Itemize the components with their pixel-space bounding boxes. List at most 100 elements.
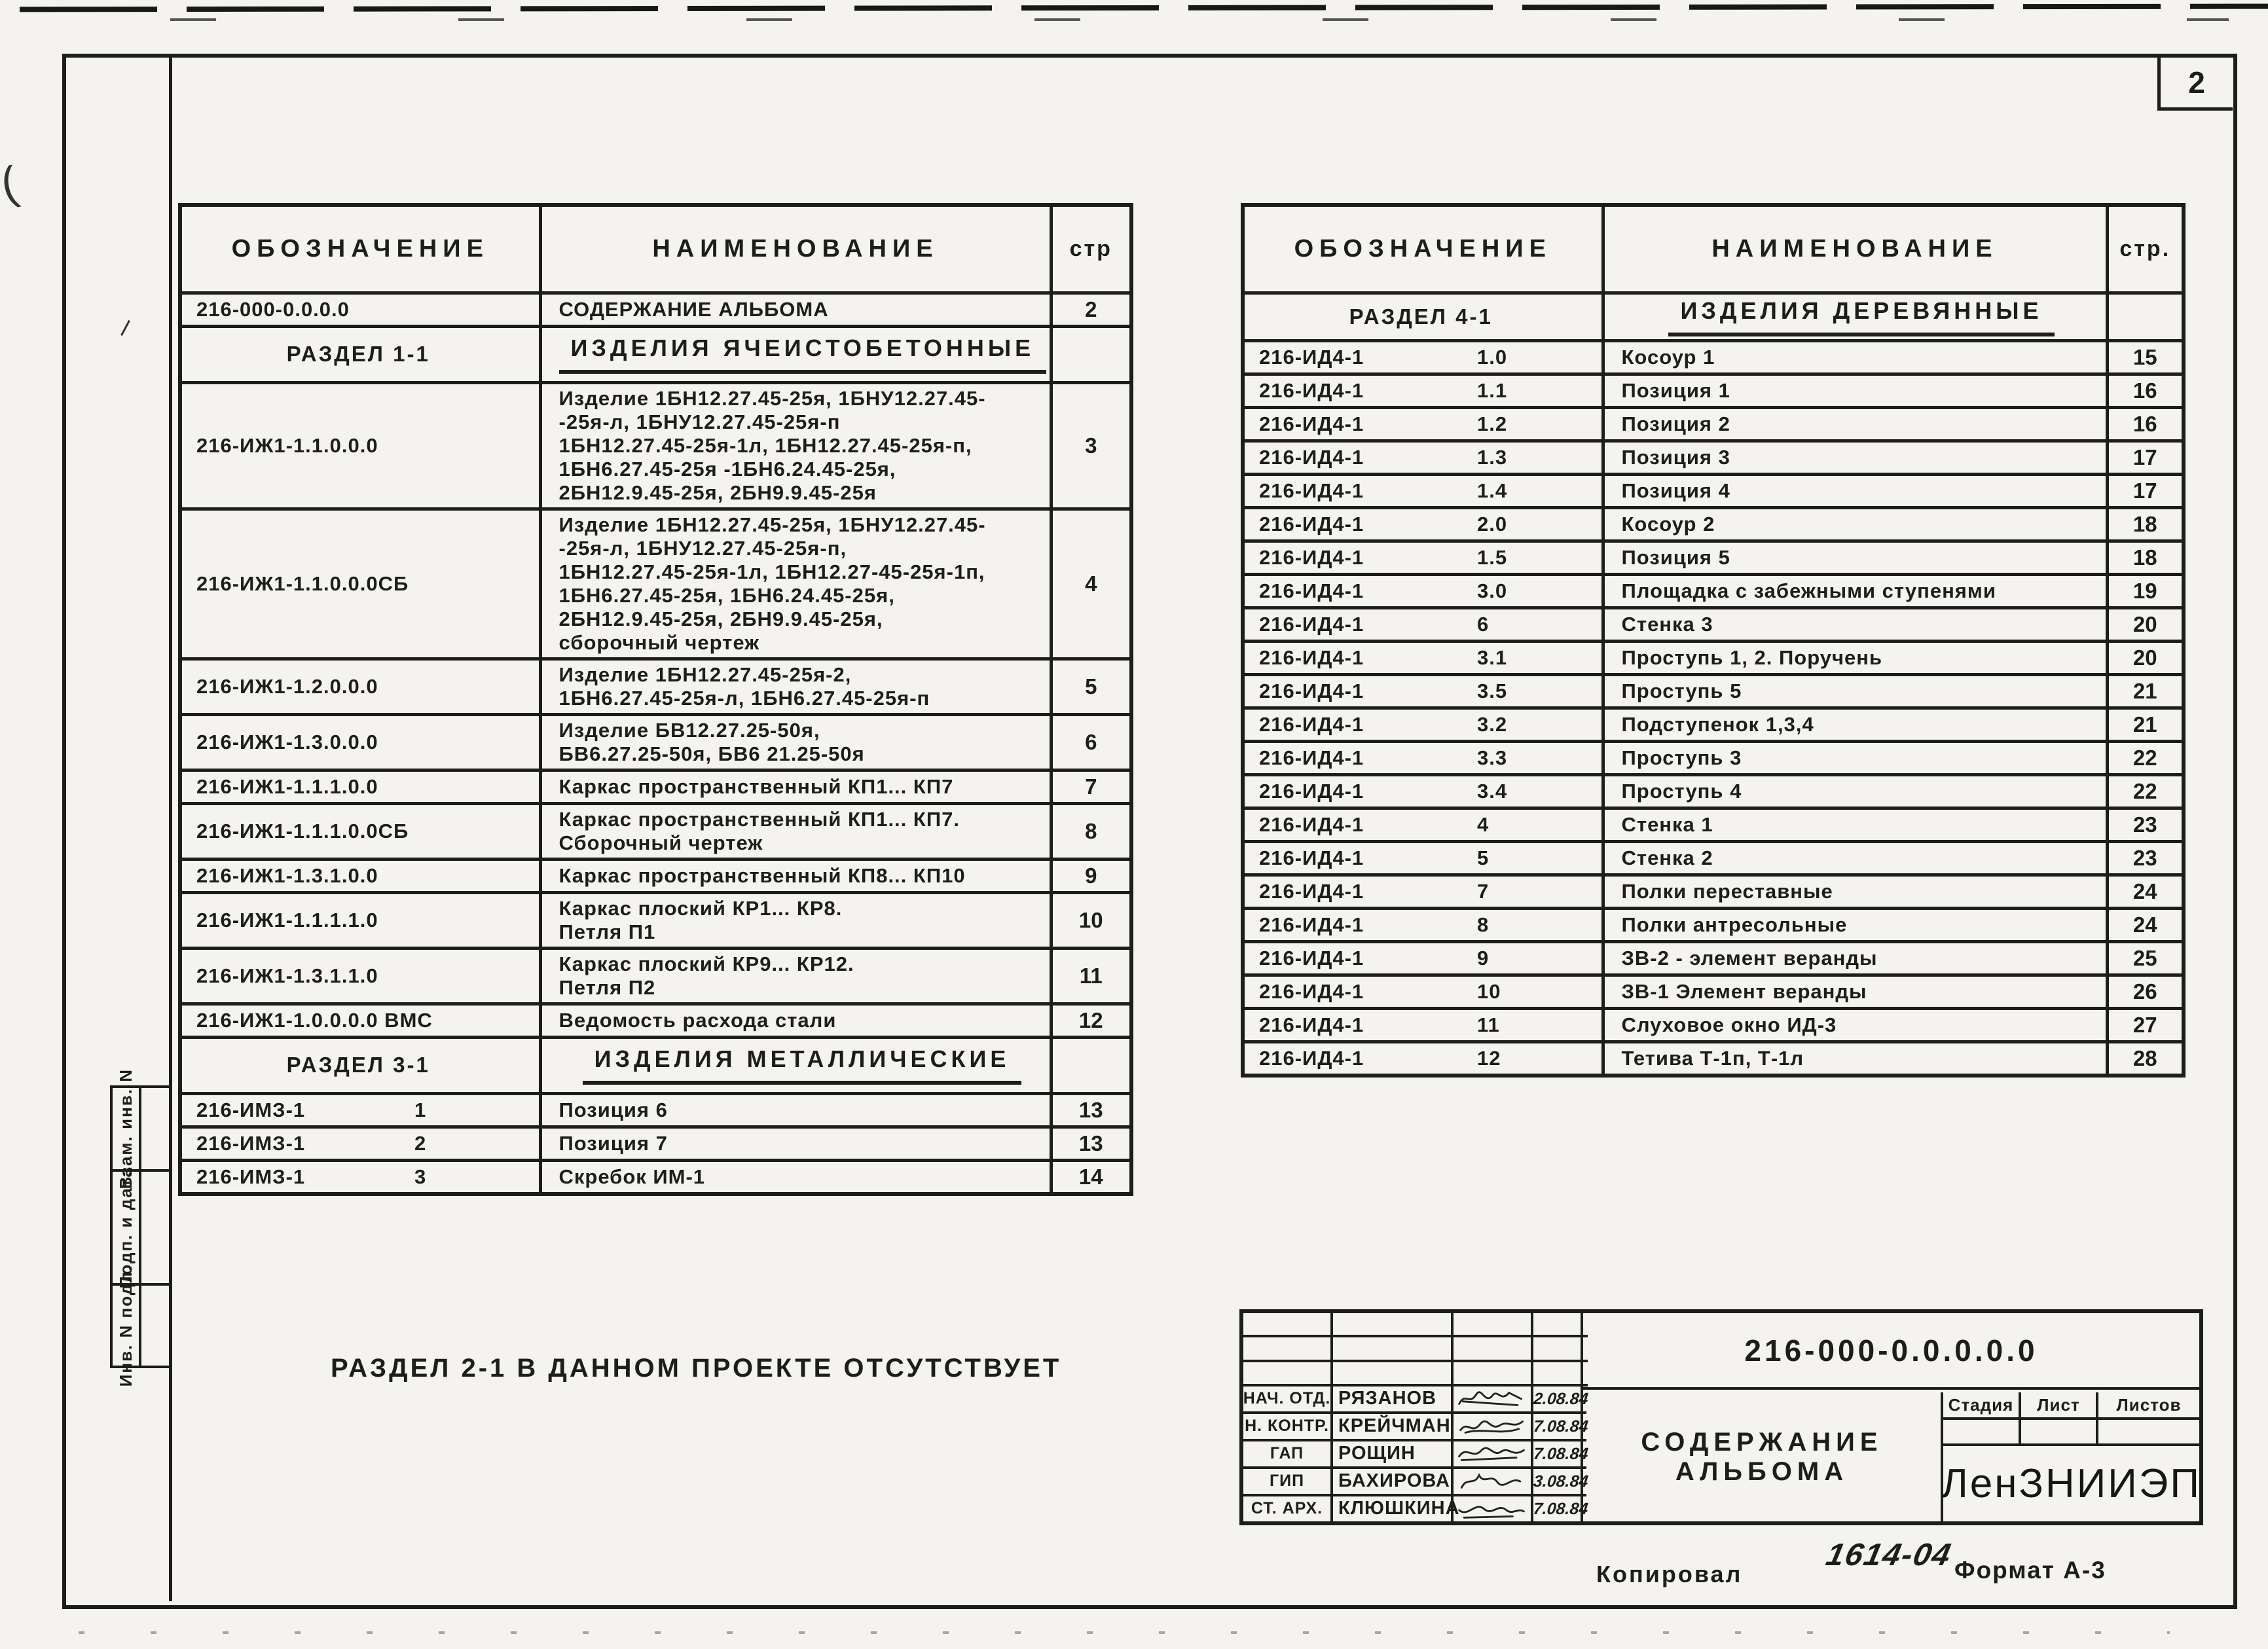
sheet-number-box: 2 — [2157, 58, 2233, 111]
item-code: 216-ИД4-1 — [1259, 846, 1364, 869]
frame-margin-divider — [169, 54, 172, 1601]
item-name: Проступь 4 — [1621, 779, 1742, 803]
page-ref: 3 — [1085, 433, 1097, 458]
section-code: РАЗДЕЛ 4-1 — [1349, 304, 1493, 329]
name-cell: Каркас пространственный КП1... КП7 — [538, 768, 1053, 805]
designation-cell: 216-ИМЗ-1 3 — [178, 1158, 542, 1195]
staff-name: РЯЗАНОВ — [1333, 1386, 1454, 1414]
name-cell: Позиция 5 — [1601, 539, 2109, 576]
page-ref: 27 — [2132, 1012, 2157, 1037]
table-body: 216-000-0.0.0.0 СОДЕРЖАНИЕ АЛЬБОМА 2 РАЗДЕЛ… — [178, 291, 1133, 1195]
item-number: 9 — [1477, 946, 1490, 969]
item-code: 216-ИД4-1 — [1259, 579, 1364, 602]
staff-date: 7.08.84 — [1532, 1499, 1589, 1518]
item-number: 1.0 — [1477, 345, 1508, 369]
section-code: РАЗДЕЛ 3-1 — [286, 1053, 430, 1077]
table-row: 216-ИЖ1-1.3.1.1.0 Каркас плоский КР9... К… — [178, 946, 1133, 1006]
page-ref: 22 — [2132, 778, 2157, 803]
item-number: 3.5 — [1477, 679, 1508, 702]
page-cell: 21 — [2105, 672, 2186, 710]
item-code: 216-ИЖ1-1.1.1.1.0 — [196, 908, 378, 932]
name-cell: ИЗДЕЛИЯ ДЕРЕВЯННЫЕ — [1601, 291, 2109, 342]
item-name: Ведомость расхода стали — [558, 1008, 837, 1032]
name-cell: Изделие БВ12.27.25-50я, БВ6.27.25-50я, Б… — [538, 712, 1053, 772]
table-row: 216-ИД4-1 3.0 Площадка с забежными ступеня… — [1241, 572, 2186, 609]
name-cell: Проступь 4 — [1601, 772, 2109, 810]
table-row: 216-ИД4-1 1.4 Позиция 4 17 — [1241, 472, 2186, 509]
item-code: 216-ИД4-1 — [1259, 645, 1364, 669]
item-number: 2 — [414, 1131, 427, 1155]
table-row: 216-ИД4-1 6 Стенка 3 20 — [1241, 606, 2186, 643]
page-ref: 17 — [2132, 444, 2157, 469]
designation-cell: РАЗДЕЛ 3-1 — [178, 1035, 542, 1095]
item-code: 216-ИД4-1 — [1259, 879, 1364, 903]
item-name: Позиция 5 — [1621, 545, 1730, 569]
designation-cell: 216-ИД4-1 1.0 — [1241, 338, 1605, 376]
item-number: 4 — [1477, 812, 1490, 836]
item-number: 3.2 — [1477, 712, 1508, 736]
item-code: 216-ИД4-1 — [1259, 1046, 1364, 1070]
item-code: 216-000-0.0.0.0 — [196, 297, 350, 321]
name-cell: ЗВ-2 - элемент веранды — [1601, 939, 2109, 977]
item-number: 3.0 — [1477, 579, 1508, 602]
table-row: 216-ИЖ1-1.1.1.0.0СБ Каркас пространственн… — [178, 801, 1133, 861]
page-cell: 5 — [1049, 657, 1133, 716]
signature-icon — [1458, 1447, 1525, 1461]
page-cell — [1049, 324, 1133, 384]
table-row: 216-ИД4-1 3.4 Проступь 4 22 — [1241, 772, 2186, 810]
staff-signature — [1454, 1413, 1533, 1441]
designation-cell: 216-ИД4-1 6 — [1241, 606, 1605, 643]
name-cell: Проступь 3 — [1601, 739, 2109, 776]
page-ref: 18 — [2132, 511, 2157, 536]
page-ref: 16 — [2132, 411, 2157, 436]
designation-cell: РАЗДЕЛ 4-1 — [1241, 291, 1605, 342]
designation-cell: 216-ИЖ1-1.0.0.0.0 ВМС — [178, 1002, 542, 1039]
section-row: РАЗДЕЛ 4-1 ИЗДЕЛИЯ ДЕРЕВЯННЫЕ — [1241, 291, 2186, 342]
page-ref: 23 — [2132, 845, 2157, 870]
page-cell: 24 — [2105, 873, 2186, 910]
page-ref: 17 — [2132, 478, 2157, 503]
item-code: 216-ИД4-1 — [1259, 512, 1364, 535]
table-row: 216-ИД4-1 2.0 Косоур 2 18 — [1241, 505, 2186, 543]
name-cell: Ведомость расхода стали — [538, 1002, 1053, 1039]
designation-cell: РАЗДЕЛ 1-1 — [178, 324, 542, 384]
page-cell: 18 — [2105, 505, 2186, 543]
designation-cell: 216-ИЖ1-1.1.0.0.0 — [178, 380, 542, 511]
page-cell: 11 — [1049, 946, 1133, 1006]
title-block: НАЧ. ОТД. РЯЗАНОВ 2.08.84 Н. КОНТР. КРЕЙЧМАН… — [1239, 1309, 2203, 1525]
drawing-frame — [62, 54, 2237, 1609]
designation-cell: 216-ИД4-1 1.2 — [1241, 405, 1605, 443]
page-cell: 13 — [1049, 1125, 1133, 1162]
page-cell — [2105, 291, 2186, 342]
item-number: 3.1 — [1477, 645, 1508, 669]
signature-icon — [1458, 1506, 1525, 1519]
table-row: 216-ИД4-1 1.1 Позиция 1 16 — [1241, 372, 2186, 409]
item-code: 216-ИЖ1-1.3.0.0.0 — [196, 730, 378, 753]
name-cell: Скребок ИМ-1 — [538, 1158, 1053, 1195]
stage-sheet-block: Стадия Лист Листов ЛенЗНИИЭП — [1941, 1392, 2199, 1521]
table-body: РАЗДЕЛ 4-1 ИЗДЕЛИЯ ДЕРЕВЯННЫЕ 216-ИД4-1 1.0… — [1241, 291, 2186, 1077]
table-row: 216-ИД4-1 1.0 Косоур 1 15 — [1241, 338, 2186, 376]
item-number: 1.1 — [1477, 378, 1508, 402]
page-cell: 22 — [2105, 739, 2186, 776]
page-ref: 19 — [2132, 578, 2157, 603]
name-cell: Позиция 7 — [538, 1125, 1053, 1162]
table-row: 216-ИД4-1 11 Слуховое окно ИД-3 27 — [1241, 1006, 2186, 1043]
contents-table-left: ОБОЗНАЧЕНИЕ НАИМЕНОВАНИЕ стр 216-000-0.0… — [178, 203, 1133, 1196]
item-number: 1 — [414, 1098, 427, 1121]
staff-empty-cell — [1533, 1362, 1588, 1386]
section-row: РАЗДЕЛ 3-1 ИЗДЕЛИЯ МЕТАЛЛИЧЕСКИЕ — [178, 1035, 1133, 1095]
copied-by-label: Копировал — [1596, 1561, 1743, 1587]
format-label: Формат А-3 — [1954, 1557, 2106, 1584]
margin-label: Подп. и дата — [110, 1167, 141, 1288]
table-header-row: ОБОЗНАЧЕНИЕ НАИМЕНОВАНИЕ стр — [178, 203, 1133, 295]
organization-name: ЛенЗНИИЭП — [1941, 1461, 2201, 1506]
page-cell: 23 — [2105, 839, 2186, 877]
table-row: 216-ИД4-1 3.2 Подступенок 1,3,4 21 — [1241, 706, 2186, 743]
page-ref: 21 — [2132, 712, 2157, 736]
table-row: 216-ИД4-1 1.3 Позиция 3 17 — [1241, 439, 2186, 476]
section-row: РАЗДЕЛ 1-1 ИЗДЕЛИЯ ЯЧЕИСТОБЕТОННЫЕ — [178, 324, 1133, 384]
item-name: Слуховое окно ИД-3 — [1621, 1013, 1837, 1036]
page-cell: 14 — [1049, 1158, 1133, 1195]
contents-table-right: ОБОЗНАЧЕНИЕ НАИМЕНОВАНИЕ стр. РАЗДЕЛ 4-1… — [1241, 203, 2186, 1078]
